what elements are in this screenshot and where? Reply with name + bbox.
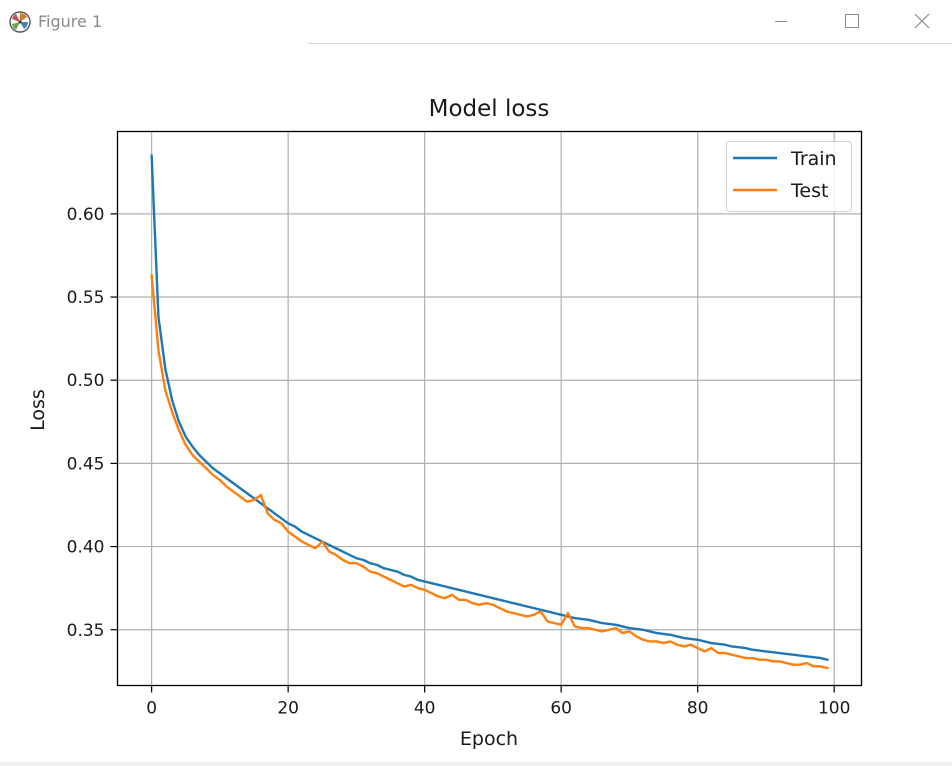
maximize-button[interactable]	[815, 0, 885, 44]
y-tick-label: 0.60	[67, 205, 105, 225]
x-tick-label: 60	[550, 699, 572, 719]
close-button[interactable]	[882, 0, 952, 44]
y-axis-ticks: 0.35 0.40 0.45 0.50 0.55 0.60	[67, 205, 118, 641]
plot-frame	[116, 130, 863, 687]
minimize-button[interactable]	[745, 0, 815, 44]
y-tick-label: 0.40	[67, 538, 105, 558]
y-tick-label: 0.45	[67, 454, 105, 474]
x-tick-label: 80	[687, 699, 709, 719]
series-lines	[150, 154, 829, 670]
x-axis-label: Epoch	[460, 728, 518, 750]
minimize-icon	[775, 21, 787, 22]
x-tick-label: 20	[277, 699, 299, 719]
y-tick-label: 0.55	[67, 288, 105, 308]
series-line-test	[150, 274, 829, 670]
status-strip	[0, 762, 952, 766]
y-axis-label: Loss	[27, 389, 49, 431]
maximize-icon	[845, 14, 859, 28]
title-bar[interactable]: Figure 1	[0, 0, 952, 44]
matplotlib-icon	[9, 11, 31, 33]
x-tick-label: 40	[414, 699, 436, 719]
x-axis-ticks: 0 20 40 60 80 100	[146, 685, 850, 719]
legend: Train Test	[726, 141, 852, 212]
legend-label-train: Train	[790, 148, 837, 170]
y-tick-label: 0.50	[67, 371, 105, 391]
y-tick-label: 0.35	[67, 621, 105, 641]
title-bar-divider	[308, 43, 952, 44]
grid-lines	[117, 131, 862, 686]
plot-area	[117, 131, 862, 686]
chart-title: Model loss	[429, 96, 550, 122]
x-tick-label: 0	[146, 699, 157, 719]
window-title: Figure 1	[38, 12, 103, 31]
x-tick-label: 100	[818, 699, 850, 719]
close-icon	[914, 13, 930, 29]
legend-label-test: Test	[790, 180, 828, 202]
